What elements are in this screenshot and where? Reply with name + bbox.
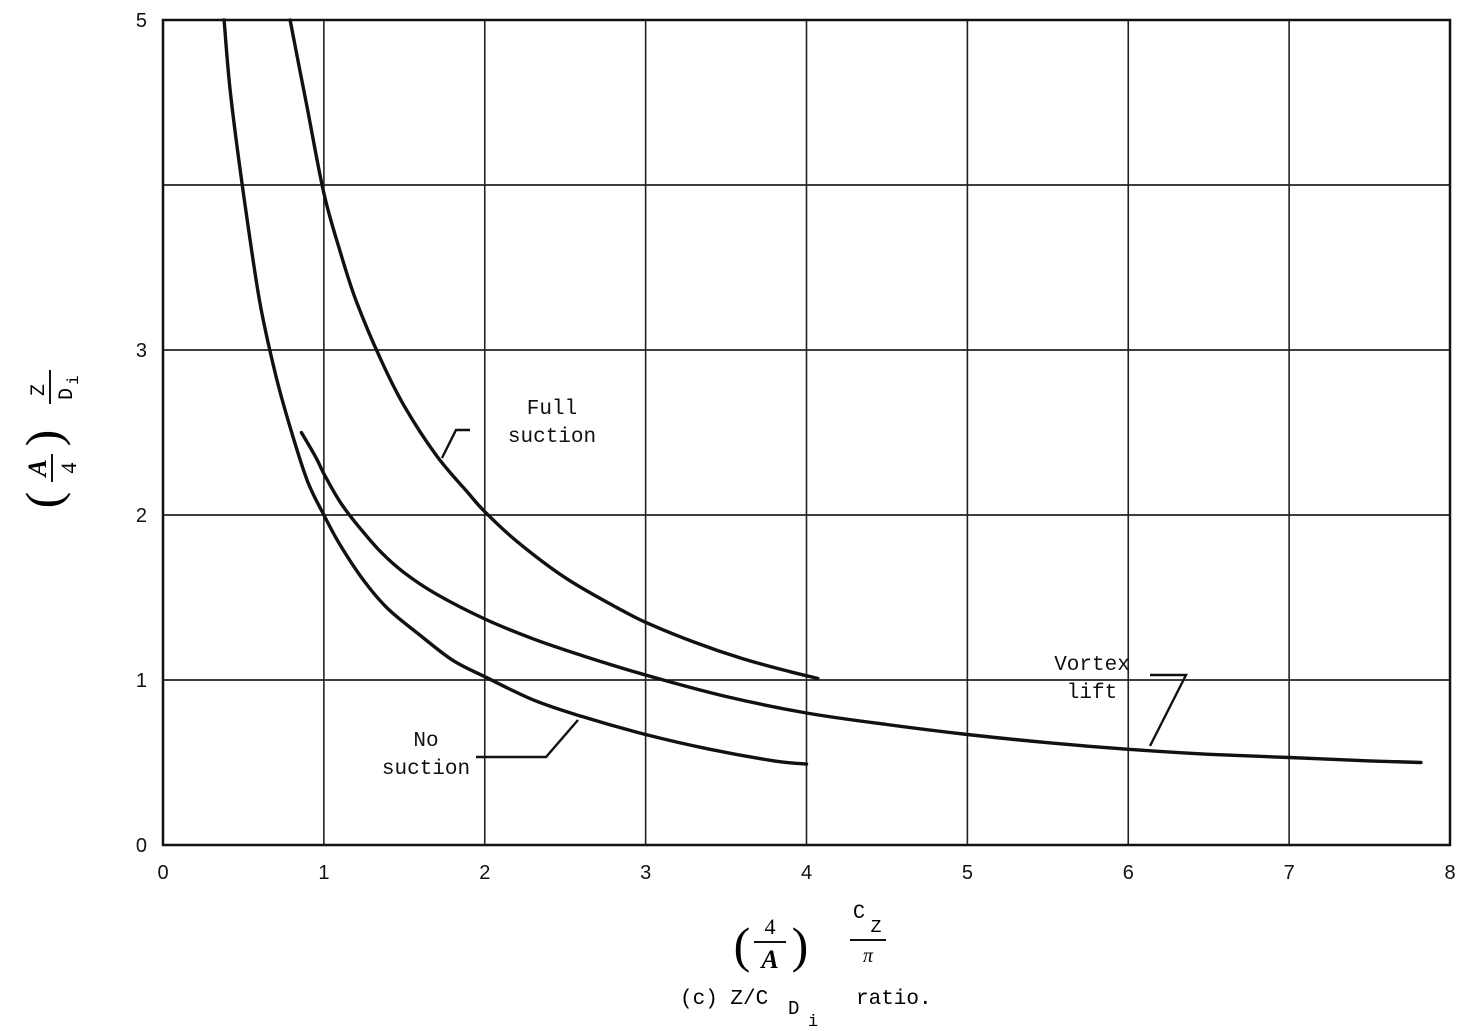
caption-sub: D xyxy=(788,998,799,1020)
annotation-leader xyxy=(440,428,470,459)
x-tick-label: 0 xyxy=(157,862,168,884)
series-line-full-suction xyxy=(288,18,820,681)
y-tick-label: 2 xyxy=(136,505,147,527)
x-label-factor-num: 4 xyxy=(765,914,776,939)
y-label-main-den-sub: i xyxy=(65,375,83,385)
x-tick-labels: 0 1 2 3 4 5 6 7 8 xyxy=(157,862,1455,884)
caption-suffix: ratio. xyxy=(856,988,932,1011)
y-label-factor-den: 4 xyxy=(56,463,81,474)
svg-text:): ) xyxy=(792,917,809,973)
annotation-text: suction xyxy=(508,426,596,449)
x-tick-label: 5 xyxy=(962,862,973,884)
x-tick-label: 8 xyxy=(1444,862,1455,884)
annotation-text: Full xyxy=(527,398,577,421)
x-tick-label: 4 xyxy=(801,862,812,884)
y-tick-label: 1 xyxy=(136,670,147,692)
x-tick-label: 3 xyxy=(640,862,651,884)
annotation-leader xyxy=(1148,673,1188,747)
x-label-main-num: C xyxy=(853,902,865,925)
x-label-main-num-sub: Z xyxy=(871,918,882,938)
caption-subsub: i xyxy=(808,1013,818,1031)
annotation-text: lift xyxy=(1067,682,1117,705)
annotation-full-suction: Full suction xyxy=(440,398,596,459)
x-tick-label: 1 xyxy=(318,862,329,884)
curve-annotations: Full suction Vortex lift No suction xyxy=(382,398,1188,781)
y-label-main-den: D xyxy=(56,388,79,400)
annotation-no-suction: No suction xyxy=(382,719,579,781)
svg-text:): ) xyxy=(15,430,71,447)
x-axis-label: ( 4 A ) C Z π xyxy=(734,902,886,974)
annotation-leader xyxy=(476,719,579,759)
x-tick-label: 2 xyxy=(479,862,490,884)
y-tick-label: 5 xyxy=(136,10,147,32)
x-tick-label: 7 xyxy=(1284,862,1295,884)
annotation-text: Vortex xyxy=(1054,654,1130,677)
figure-caption: (c) Z/C D i ratio. xyxy=(680,988,932,1031)
y-label-main-num: Z xyxy=(28,384,51,396)
x-tick-label: 6 xyxy=(1123,862,1134,884)
annotation-text: No xyxy=(413,730,438,753)
series-line-vortex-lift xyxy=(299,430,1423,765)
y-tick-label: 3 xyxy=(136,340,147,362)
y-tick-labels: 0 1 2 3 5 xyxy=(136,10,147,857)
series-layer xyxy=(222,18,1423,766)
annotation-vortex-lift: Vortex lift xyxy=(1054,654,1188,747)
svg-text:(: ( xyxy=(15,492,71,509)
x-label-factor-den: A xyxy=(759,945,778,974)
annotation-text: suction xyxy=(382,758,470,781)
caption-prefix: (c) Z/C xyxy=(680,988,768,1011)
x-label-main-den: π xyxy=(863,945,874,967)
y-label-factor-num: A xyxy=(23,459,52,478)
grid-lines xyxy=(163,20,1450,845)
plot-frame xyxy=(161,18,1452,847)
y-axis-label: ( A 4 ) Z D i xyxy=(15,370,83,508)
svg-text:(: ( xyxy=(734,917,751,973)
y-tick-label: 0 xyxy=(136,835,147,857)
series-line-no-suction xyxy=(222,18,809,766)
